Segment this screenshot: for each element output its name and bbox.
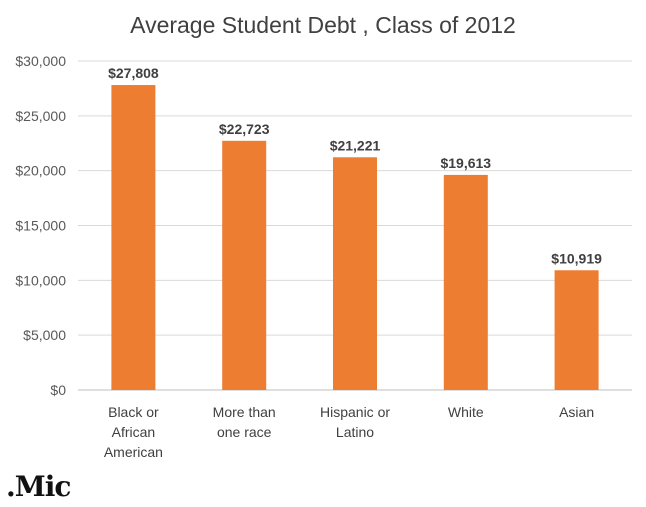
y-tick-label: $30,000	[15, 53, 66, 69]
x-tick-label-line: White	[448, 404, 484, 420]
y-tick-label: $15,000	[15, 218, 66, 234]
x-axis-ticks: Black or African American More than one race…	[104, 404, 594, 460]
y-tick-label: $10,000	[15, 272, 66, 288]
x-tick-label-line: More than	[213, 404, 276, 420]
y-tick-label: $25,000	[15, 108, 66, 124]
data-label: $21,221	[330, 137, 381, 153]
x-tick-label: Asian	[559, 404, 594, 420]
chart-title: Average Student Debt , Class of 2012	[130, 12, 516, 38]
data-label: $22,723	[219, 121, 270, 137]
bar	[111, 85, 156, 390]
y-tick-label: $0	[50, 382, 66, 398]
y-axis-ticks: $0 $5,000 $10,000 $15,000 $20,000 $25,000 $30,…	[15, 53, 66, 398]
data-label: $27,808	[108, 65, 159, 81]
data-label: $10,919	[551, 250, 602, 266]
bar	[222, 140, 267, 390]
x-tick-label: White	[448, 404, 484, 420]
bar	[443, 174, 488, 390]
y-tick-label: $5,000	[23, 327, 66, 343]
x-tick-label-line: Hispanic or	[320, 404, 390, 420]
x-tick-label-line: Black or	[108, 404, 159, 420]
x-tick-label: Black or African American	[104, 404, 163, 460]
x-tick-label-line: Latino	[336, 424, 374, 440]
bar-chart: $27,808 $22,723 $21,221 $19,613 $10,919 $0 $5…	[15, 53, 632, 460]
bars	[111, 85, 599, 390]
x-tick-label: More than one race	[213, 404, 276, 440]
y-tick-label: $20,000	[15, 163, 66, 179]
mic-logo: .Mic	[6, 470, 71, 503]
x-tick-label-line: American	[104, 444, 163, 460]
bar	[554, 270, 599, 390]
x-tick-label-line: Asian	[559, 404, 594, 420]
x-tick-label-line: African	[112, 424, 156, 440]
x-tick-label: Hispanic or Latino	[320, 404, 390, 440]
x-tick-label-line: one race	[217, 424, 272, 440]
data-labels: $27,808 $22,723 $21,221 $19,613 $10,919	[108, 65, 602, 266]
bar	[333, 157, 377, 390]
data-label: $19,613	[440, 155, 491, 171]
